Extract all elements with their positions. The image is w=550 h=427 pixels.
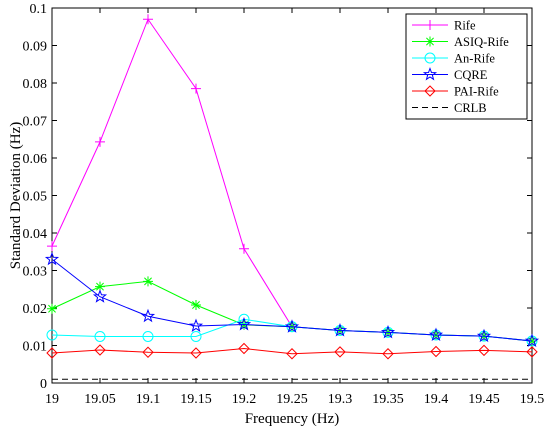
x-tick-label: 19 bbox=[45, 392, 59, 407]
data-point-pai-rife bbox=[526, 346, 538, 358]
data-point-pai-rife bbox=[334, 346, 346, 358]
data-point-cqre bbox=[140, 308, 156, 323]
data-point-pai-rife bbox=[238, 342, 250, 355]
legend: Rife ASIQ-Rife An-Rife CQRE PAI-Rife CRLB bbox=[405, 13, 528, 120]
legend-label: An-Rife bbox=[454, 52, 495, 66]
data-point-cqre bbox=[332, 323, 348, 337]
data-point-rife bbox=[239, 243, 249, 254]
y-tick-label: 0.02 bbox=[23, 302, 48, 317]
series-cqre bbox=[44, 251, 540, 348]
data-point-cqre bbox=[44, 251, 60, 266]
legend-label: Rife bbox=[454, 19, 476, 33]
x-tick-label: 19.2 bbox=[232, 392, 257, 407]
x-tick-label: 19.1 bbox=[136, 392, 161, 407]
legend-item-rife: Rife bbox=[412, 19, 476, 33]
legend-item-an-rife: An-Rife bbox=[412, 52, 495, 66]
data-point-cqre bbox=[476, 328, 492, 343]
data-point-cqre bbox=[284, 319, 300, 333]
data-point-pai-rife bbox=[430, 345, 442, 358]
data-point-cqre bbox=[92, 289, 108, 303]
series-layer bbox=[44, 14, 540, 380]
legend-label: ASIQ-Rife bbox=[454, 35, 509, 49]
y-tick-label: 0.06 bbox=[23, 152, 48, 167]
data-point-pai-rife bbox=[478, 344, 490, 357]
data-point-cqre bbox=[524, 333, 540, 348]
x-tick-label: 19.4 bbox=[424, 392, 449, 407]
legend-item-cqre: CQRE bbox=[412, 67, 488, 82]
data-point-pai-rife bbox=[190, 347, 202, 359]
data-point-pai-rife bbox=[286, 348, 298, 360]
legend-label: CQRE bbox=[454, 68, 488, 82]
legend-item-pai-rife: PAI-Rife bbox=[412, 85, 499, 99]
legend-marker bbox=[425, 36, 435, 47]
data-point-an-rife bbox=[94, 331, 106, 342]
legend-marker bbox=[425, 20, 435, 30]
y-tick-label: 0 bbox=[40, 377, 47, 392]
data-point-cqre bbox=[380, 324, 396, 339]
y-tick-label: 0.05 bbox=[23, 190, 48, 205]
data-point-asiq-rife bbox=[95, 281, 105, 292]
data-point-asiq-rife bbox=[143, 276, 153, 287]
data-point-pai-rife bbox=[142, 346, 154, 358]
x-tick-label: 19.05 bbox=[84, 392, 116, 407]
y-tick-label: 0.09 bbox=[23, 40, 48, 55]
data-point-asiq-rife bbox=[191, 300, 201, 310]
y-tick-label: 0.01 bbox=[23, 340, 48, 355]
x-axis-label: Frequency (Hz) bbox=[245, 411, 340, 427]
data-point-pai-rife bbox=[46, 347, 58, 359]
legend-item-asiq-rife: ASIQ-Rife bbox=[412, 35, 509, 49]
y-tick-label: 0.04 bbox=[23, 227, 48, 242]
data-point-an-rife bbox=[46, 329, 58, 341]
series-line-pai-rife bbox=[51, 347, 533, 355]
legend-marker bbox=[424, 52, 436, 64]
y-axis: 0 0.01 0.02 0.03 0.04 0.05 0.06 0.07 0.08 0.09 0.1 bbox=[23, 2, 532, 392]
data-point-asiq-rife bbox=[47, 303, 57, 314]
y-tick-label: 0.08 bbox=[23, 77, 48, 92]
series-pai-rife bbox=[46, 342, 538, 360]
data-point-an-rife bbox=[190, 331, 202, 342]
x-tick-label: 19.5 bbox=[520, 392, 545, 407]
x-tick-label: 19.3 bbox=[328, 392, 353, 407]
data-point-pai-rife bbox=[94, 344, 106, 356]
legend-label: CRLB bbox=[454, 101, 487, 115]
legend-label: PAI-Rife bbox=[454, 85, 499, 99]
data-point-rife bbox=[47, 241, 57, 252]
legend-item-crlb: CRLB bbox=[412, 101, 487, 115]
y-tick-label: 0.1 bbox=[30, 2, 48, 17]
x-tick-label: 19.35 bbox=[372, 392, 404, 407]
legend-marker bbox=[424, 85, 436, 97]
legend-box bbox=[405, 13, 528, 120]
x-tick-label: 19.15 bbox=[180, 392, 212, 407]
data-point-rife bbox=[95, 136, 105, 147]
x-tick-label: 19.25 bbox=[276, 392, 308, 407]
data-point-rife bbox=[191, 83, 201, 94]
x-tick-label: 19.45 bbox=[468, 392, 500, 407]
y-tick-label: 0.03 bbox=[23, 265, 48, 280]
data-point-cqre bbox=[428, 327, 444, 342]
y-tick-label: 0.07 bbox=[23, 115, 48, 130]
x-axis: 19 19.05 19.1 19.15 19.2 19.25 19.3 19.35 19.4 19… bbox=[45, 8, 544, 407]
y-axis-label: Standard Deviation (Hz) bbox=[8, 122, 24, 269]
data-point-pai-rife bbox=[382, 348, 394, 360]
data-point-cqre bbox=[188, 318, 204, 333]
series-line-cqre bbox=[51, 258, 533, 342]
data-point-cqre bbox=[236, 317, 252, 331]
legend-marker bbox=[422, 67, 438, 81]
data-point-an-rife bbox=[142, 331, 154, 342]
data-point-rife bbox=[143, 14, 153, 25]
